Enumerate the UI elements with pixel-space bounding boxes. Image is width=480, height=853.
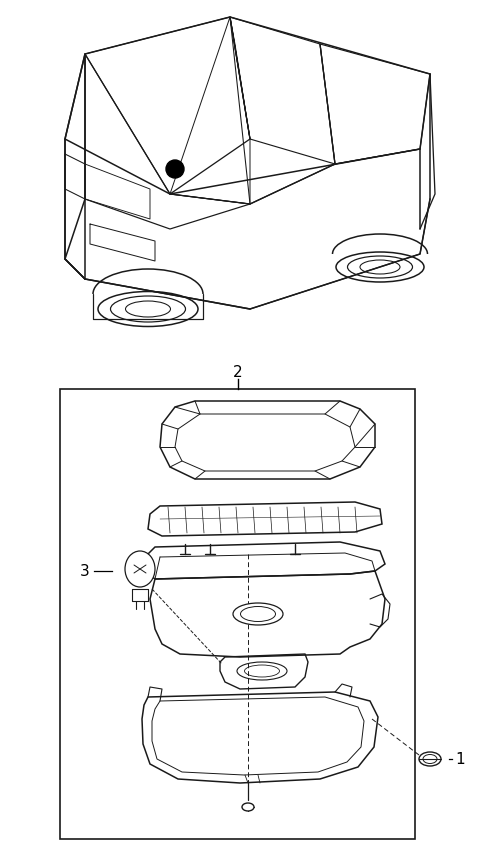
Ellipse shape <box>233 603 283 625</box>
Bar <box>60 390 415 839</box>
Ellipse shape <box>242 803 254 811</box>
Text: 3: 3 <box>80 564 90 579</box>
Ellipse shape <box>125 551 155 588</box>
Text: 2: 2 <box>233 365 243 380</box>
Ellipse shape <box>419 752 441 766</box>
Circle shape <box>166 161 184 179</box>
Text: 1: 1 <box>455 751 465 767</box>
